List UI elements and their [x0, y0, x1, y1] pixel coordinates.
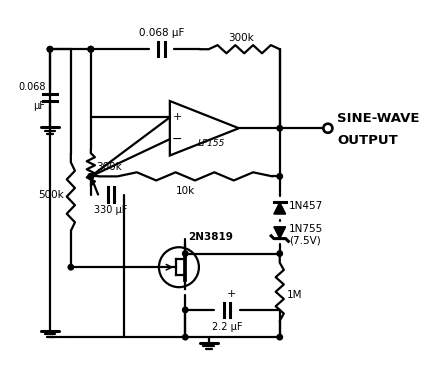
Text: 0.068: 0.068: [18, 82, 46, 92]
Text: 300k: 300k: [96, 162, 122, 172]
Circle shape: [88, 174, 94, 179]
Text: μF: μF: [34, 101, 46, 111]
Circle shape: [277, 125, 282, 131]
Circle shape: [183, 307, 188, 313]
Circle shape: [47, 46, 53, 52]
Circle shape: [183, 334, 188, 340]
Text: 2N3819: 2N3819: [188, 232, 233, 242]
Circle shape: [88, 174, 94, 179]
Circle shape: [183, 251, 188, 256]
Circle shape: [277, 174, 282, 179]
Text: 2.2 μF: 2.2 μF: [212, 322, 242, 332]
Text: 300k: 300k: [228, 33, 253, 43]
Text: LF155: LF155: [198, 139, 225, 148]
Text: +: +: [227, 289, 236, 299]
Text: 330 μF: 330 μF: [94, 206, 127, 215]
Text: −: −: [172, 133, 182, 146]
Text: 10k: 10k: [176, 186, 195, 196]
Text: +: +: [173, 112, 182, 122]
Text: 1N755
(7.5V): 1N755 (7.5V): [289, 224, 323, 245]
Circle shape: [88, 46, 94, 52]
Circle shape: [88, 46, 94, 52]
Circle shape: [88, 174, 94, 179]
Text: 0.068 μF: 0.068 μF: [139, 28, 184, 38]
Text: 1N457: 1N457: [289, 201, 323, 211]
Circle shape: [277, 334, 282, 340]
Circle shape: [88, 46, 94, 52]
Text: SINE-WAVE: SINE-WAVE: [337, 112, 420, 125]
Text: 1M: 1M: [287, 290, 302, 300]
Text: 500k: 500k: [38, 190, 63, 200]
Circle shape: [47, 46, 53, 52]
Polygon shape: [274, 202, 286, 214]
Circle shape: [68, 264, 74, 270]
Text: OUTPUT: OUTPUT: [337, 134, 398, 147]
Circle shape: [277, 251, 282, 256]
Polygon shape: [274, 227, 286, 239]
